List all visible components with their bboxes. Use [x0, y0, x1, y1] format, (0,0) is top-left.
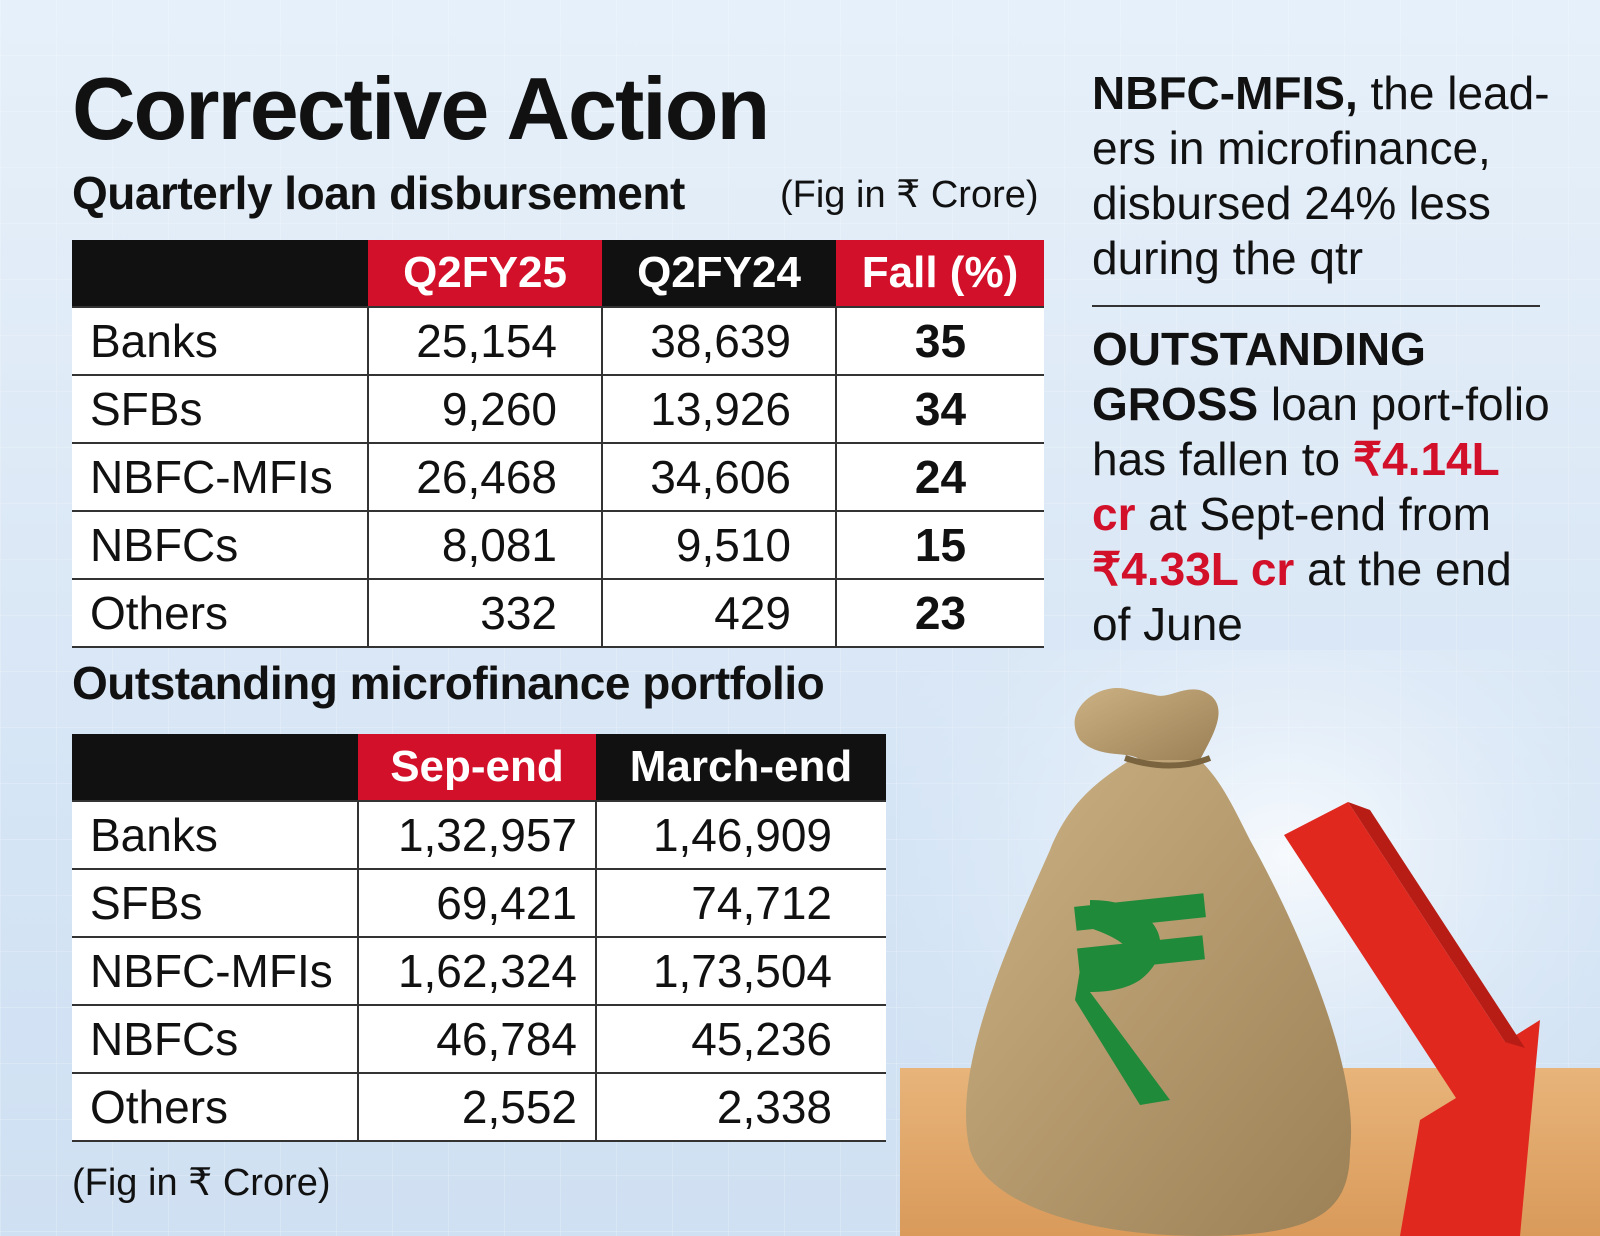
- note1-text: the lead-ers in microfinance, disbursed …: [1092, 67, 1550, 284]
- note2-text-b: at Sept-end from: [1135, 488, 1491, 540]
- table-row: NBFC-MFIs 1,62,324 1,73,504: [72, 936, 886, 1005]
- cell-march-end: 2,338: [595, 1072, 886, 1142]
- note-outstanding: OUTSTANDING GROSS loan port-folio has fa…: [1092, 322, 1552, 652]
- cell-q2fy25: 9,260: [367, 374, 602, 443]
- money-bag-icon: [966, 688, 1352, 1236]
- header-q2fy25: Q2FY25: [368, 240, 602, 307]
- cell-march-end: 1,73,504: [595, 936, 886, 1005]
- cell-fall: 35: [835, 306, 1044, 375]
- row-label: Others: [72, 1072, 358, 1142]
- header-blank: [72, 240, 368, 307]
- table-row: Others 332 429 23: [72, 578, 1044, 648]
- header-q2fy24: Q2FY24: [602, 240, 836, 307]
- cell-q2fy25: 25,154: [367, 306, 602, 375]
- cell-march-end: 1,46,909: [595, 800, 886, 869]
- row-label: NBFC-MFIs: [72, 442, 368, 511]
- table-header-row: Sep-end March-end: [72, 734, 886, 801]
- cell-q2fy24: 9,510: [601, 510, 836, 579]
- table-row: Banks 25,154 38,639 35: [72, 306, 1044, 375]
- note2-bold: OUTSTANDING GROSS: [1092, 323, 1426, 430]
- row-label: SFBs: [72, 868, 358, 937]
- section2-subtitle: Outstanding microfinance portfolio: [72, 657, 825, 709]
- cell-q2fy24: 13,926: [601, 374, 836, 443]
- section2-unit: (Fig in ₹ Crore): [72, 1162, 331, 1204]
- page-title: Corrective Action: [72, 59, 770, 158]
- money-bag-illustration: [900, 650, 1600, 1236]
- row-label: Banks: [72, 306, 368, 375]
- section1-subtitle: Quarterly loan disbursement: [72, 167, 685, 219]
- row-label: NBFCs: [72, 1004, 358, 1073]
- cell-sep-end: 2,552: [357, 1072, 596, 1142]
- header-march-end: March-end: [596, 734, 886, 801]
- divider: [1092, 305, 1540, 307]
- cell-fall: 34: [835, 374, 1044, 443]
- cell-fall: 23: [835, 578, 1044, 648]
- cell-q2fy25: 26,468: [367, 442, 602, 511]
- portfolio-body: Banks 1,32,957 1,46,909 SFBs 69,421 74,7…: [72, 800, 886, 1142]
- row-label: SFBs: [72, 374, 368, 443]
- table-row: NBFCs 46,784 45,236: [72, 1004, 886, 1073]
- note1-bold: NBFC-MFIS,: [1092, 67, 1358, 119]
- value-sept-end: ₹4.14L cr: [1092, 433, 1499, 540]
- cell-sep-end: 1,32,957: [357, 800, 596, 869]
- cell-sep-end: 69,421: [357, 868, 596, 937]
- section1-unit: (Fig in ₹ Crore): [780, 174, 1039, 216]
- table-row: Others 2,552 2,338: [72, 1072, 886, 1142]
- cell-q2fy25: 8,081: [367, 510, 602, 579]
- header-blank: [72, 734, 358, 801]
- table-row: SFBs 69,421 74,712: [72, 868, 886, 937]
- row-label: Others: [72, 578, 368, 648]
- table-row: Banks 1,32,957 1,46,909: [72, 800, 886, 869]
- portfolio-table: Sep-end March-end Banks 1,32,957 1,46,90…: [72, 734, 886, 1142]
- cell-q2fy24: 38,639: [601, 306, 836, 375]
- note2-text-c: at the end of June: [1092, 543, 1512, 650]
- cell-march-end: 45,236: [595, 1004, 886, 1073]
- row-label: Banks: [72, 800, 358, 869]
- table-header-row: Q2FY25 Q2FY24 Fall (%): [72, 240, 1044, 307]
- value-june-end: ₹4.33L cr: [1092, 543, 1295, 595]
- down-arrow-icon: [1284, 802, 1540, 1236]
- cell-q2fy24: 429: [601, 578, 836, 648]
- row-label: NBFCs: [72, 510, 368, 579]
- header-sep-end: Sep-end: [358, 734, 596, 801]
- cell-q2fy24: 34,606: [601, 442, 836, 511]
- cell-fall: 15: [835, 510, 1044, 579]
- table-row: NBFC-MFIs 26,468 34,606 24: [72, 442, 1044, 511]
- cell-march-end: 74,712: [595, 868, 886, 937]
- rupee-icon: [1074, 893, 1206, 1105]
- disbursement-body: Banks 25,154 38,639 35 SFBs 9,260 13,926…: [72, 306, 1044, 648]
- note-nbfc-mfis: NBFC-MFIS, the lead-ers in microfinance,…: [1092, 66, 1552, 286]
- row-label: NBFC-MFIs: [72, 936, 358, 1005]
- header-fall: Fall (%): [836, 240, 1044, 307]
- note2-text-a: loan port-folio has fallen to: [1092, 378, 1550, 485]
- table-row: NBFCs 8,081 9,510 15: [72, 510, 1044, 579]
- table-row: SFBs 9,260 13,926 34: [72, 374, 1044, 443]
- cell-fall: 24: [835, 442, 1044, 511]
- cell-sep-end: 46,784: [357, 1004, 596, 1073]
- disbursement-table: Q2FY25 Q2FY24 Fall (%) Banks 25,154 38,6…: [72, 240, 1044, 648]
- cell-sep-end: 1,62,324: [357, 936, 596, 1005]
- cell-q2fy25: 332: [367, 578, 602, 648]
